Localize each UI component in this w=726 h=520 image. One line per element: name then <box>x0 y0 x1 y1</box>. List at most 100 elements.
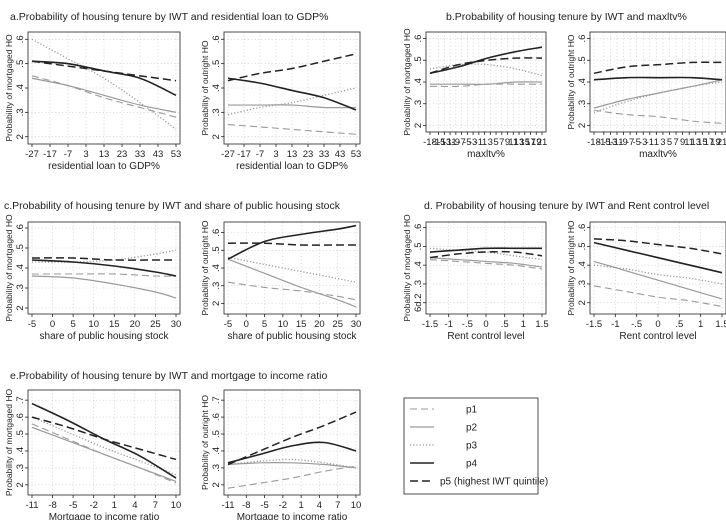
y-tick-label: 2 <box>577 123 588 128</box>
x-tick-label: -13 <box>437 137 451 148</box>
series-line-p2 <box>227 462 357 469</box>
x-tick-label: -1 <box>611 319 619 330</box>
x-tick-label: 9 <box>505 137 510 148</box>
x-tick-label: 30 <box>171 319 182 330</box>
x-tick-label: -11 <box>221 500 234 511</box>
series-line-p2 <box>593 260 723 300</box>
x-tick-label: 13 <box>514 137 525 148</box>
x-tick-label: -7 <box>256 149 264 160</box>
y-tick-label: .6 <box>211 229 222 237</box>
series-line-p2 <box>593 79 723 109</box>
plot-a-outright: 2 .3 .4 .5 .6 -27 -17 -7 3 13 23 33 43 53residential … <box>200 31 361 172</box>
x-tick-label: -7 <box>457 137 465 148</box>
x-tick-label: 43 <box>335 149 346 160</box>
series-line-p4 <box>593 76 723 81</box>
x-tick-label: 23 <box>303 149 314 160</box>
series-line-p3 <box>429 247 543 261</box>
plot-frame <box>27 389 181 496</box>
x-tick-label: 11 <box>684 137 694 148</box>
series-line-p5 <box>31 257 176 261</box>
x-tick-label: 25 <box>150 319 161 330</box>
y-tick-label: .7 <box>211 396 222 404</box>
y-tick-label: .4 <box>211 84 222 92</box>
y-axis-label: Probability of mortgaged HO <box>402 28 412 136</box>
series-line-p1 <box>31 273 177 277</box>
x-tick-label: -2 <box>89 500 97 511</box>
y-tick-label: .6 <box>15 35 26 43</box>
x-tick-label: 1 <box>482 137 487 148</box>
x-tick-label: 21 <box>717 137 726 148</box>
series-line-p2 <box>31 77 177 113</box>
panel-title: b.Probability of housing tenure by IWT a… <box>446 11 687 23</box>
x-tick-label: 3 <box>273 149 278 160</box>
series-line-p5 <box>227 242 356 246</box>
series-line-p5 <box>593 61 723 75</box>
series-line-p3 <box>593 264 723 285</box>
x-tick-label: -9 <box>619 137 627 148</box>
y-tick-label: .6 <box>577 35 588 43</box>
x-tick-label: 19 <box>710 137 721 148</box>
x-tick-label: -27 <box>25 149 39 160</box>
series-line-p3 <box>227 256 357 283</box>
y-tick-label: .4 <box>413 78 424 86</box>
x-tick-label: -11 <box>610 137 623 148</box>
series-line-p5 <box>593 238 723 255</box>
x-tick-label: 17 <box>704 137 715 148</box>
y-tick-label: 2 <box>15 134 26 139</box>
x-tick-label: 0 <box>50 319 55 330</box>
legend-label-p3: p3 <box>466 441 478 452</box>
series-line-p2 <box>429 257 543 268</box>
y-tick-label: .4 <box>15 264 26 272</box>
x-tick-label: 0 <box>244 319 249 330</box>
x-tick-label: -.5 <box>631 319 642 330</box>
y-tick-label: .3 <box>15 284 26 292</box>
x-tick-label: 13 <box>99 149 110 160</box>
y-axis-label: Probability of outright HO <box>566 34 576 129</box>
y-axis-label: Probability of mortgaged HO <box>402 214 412 322</box>
x-tick-label: -.5 <box>462 319 473 330</box>
y-tick-label: .3 <box>211 464 222 472</box>
x-tick-label: -8 <box>48 500 56 511</box>
y-tick-label: .5 <box>211 60 222 68</box>
y-axis-label: Probability of mortgaged HO <box>4 388 14 496</box>
x-tick-label: 19 <box>531 137 542 148</box>
x-tick-label: 11 <box>508 137 518 148</box>
x-tick-label: 0 <box>483 319 488 330</box>
series-line-p3 <box>31 416 177 476</box>
x-tick-label: -5 <box>224 319 232 330</box>
x-tick-label: -8 <box>242 500 250 511</box>
y-tick-label: 2 <box>211 482 222 487</box>
series-line-p1 <box>227 123 357 135</box>
x-tick-label: -18 <box>587 137 601 148</box>
x-tick-label: -1 <box>646 137 654 148</box>
x-tick-label: 43 <box>153 149 164 160</box>
x-tick-label: 1 <box>698 319 703 330</box>
x-tick-label: 10 <box>351 500 362 511</box>
series-line-p3 <box>227 458 357 469</box>
panel-title: a.Probability of housing tenure by IWT a… <box>10 11 328 23</box>
x-tick-label: -13 <box>604 137 618 148</box>
y-tick-label: .6 <box>211 35 222 43</box>
x-axis-label: Rent control level <box>447 331 524 342</box>
x-tick-label: 17 <box>525 137 536 148</box>
panel-title: e.Probability of housing tenure by IWT a… <box>10 370 327 382</box>
x-tick-label: .5 <box>501 319 509 330</box>
x-tick-label: 13 <box>690 137 701 148</box>
x-axis-label: residential loan to GDP% <box>236 161 348 172</box>
x-tick-label: 53 <box>171 149 182 160</box>
series-line-p1 <box>429 259 543 270</box>
series-line-p2 <box>31 275 177 299</box>
x-tick-label: -3 <box>639 137 647 148</box>
y-tick-label: .3 <box>577 100 588 108</box>
y-axis-label: Probability of mortgaged HO <box>4 34 14 142</box>
y-axis-label: Probability of mortgaged HO <box>4 214 14 322</box>
plot-b-outright: 2.3.4.5.6-18-15-13-11-9-7-5-3-1 1 3 5 7 91113… <box>566 31 726 160</box>
x-axis-label: maxltv% <box>467 149 505 160</box>
series-line-p4 <box>429 46 543 75</box>
series-line-p2 <box>31 426 177 483</box>
x-tick-label: -7 <box>626 137 634 148</box>
legend: p1 p2 p3 p4 p5 (highest IWT quintile) <box>403 397 548 495</box>
y-tick-label: .4 <box>413 261 424 269</box>
